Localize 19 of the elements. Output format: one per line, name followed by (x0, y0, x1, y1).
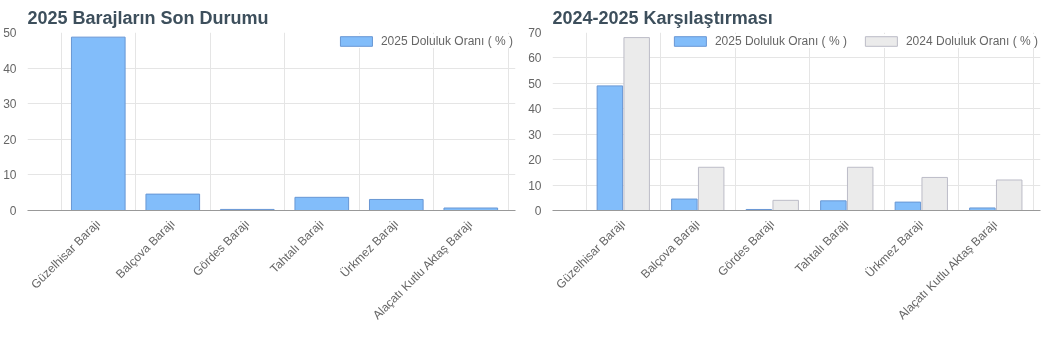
y-tick-label: 70 (528, 26, 542, 40)
y-tick-label: 40 (528, 102, 542, 117)
chart-title: 2024-2025 Karşılaştırması (552, 7, 773, 28)
y-tick-label: 30 (3, 97, 17, 112)
legend-label: 2024 Doluluk Oranı ( % ) (905, 34, 1038, 48)
y-tick-label: 0 (9, 204, 17, 218)
y-tick-label: 50 (528, 76, 542, 91)
legend-label: 2025 Doluluk Oranı ( % ) (714, 34, 847, 48)
chart-title: 2025 Barajların Son Durumu (27, 7, 269, 28)
y-tick-label: 0 (534, 204, 542, 218)
y-tick-label: 50 (3, 26, 17, 40)
legend-label: 2025 Doluluk Oranı ( % ) (380, 34, 513, 48)
y-tick-label: 10 (3, 168, 17, 183)
y-tick-label: 20 (3, 132, 17, 147)
y-tick-label: 40 (3, 61, 17, 76)
y-tick-label: 10 (528, 178, 542, 193)
y-tick-label: 20 (528, 153, 542, 168)
y-tick-label: 60 (528, 51, 542, 66)
y-tick-label: 30 (528, 127, 542, 142)
